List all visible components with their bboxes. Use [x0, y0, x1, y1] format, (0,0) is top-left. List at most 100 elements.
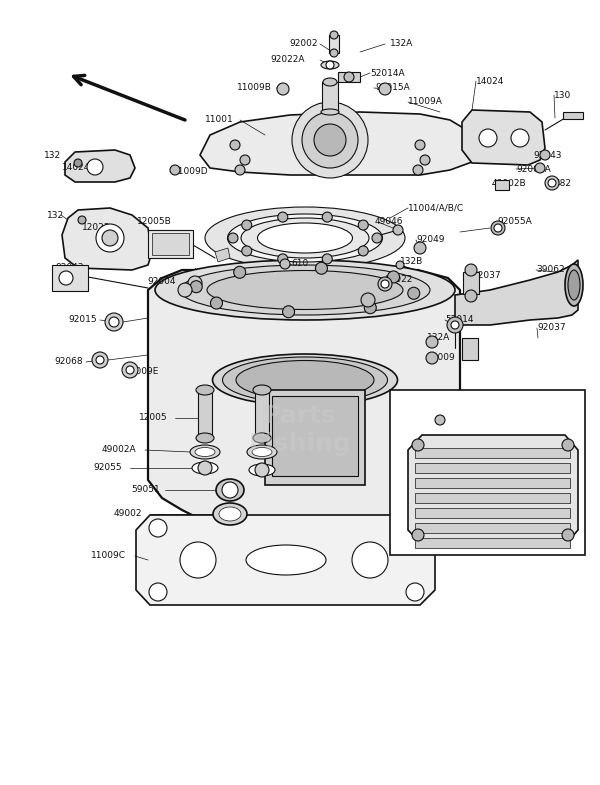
Bar	[462, 338, 478, 360]
Circle shape	[412, 529, 424, 541]
Text: 92009: 92009	[450, 421, 479, 429]
Text: 11009: 11009	[427, 353, 456, 363]
Circle shape	[188, 276, 202, 290]
Text: 132A: 132A	[427, 334, 450, 342]
Circle shape	[178, 283, 192, 297]
Circle shape	[102, 230, 118, 246]
Text: 11001: 11001	[205, 115, 234, 125]
Circle shape	[149, 583, 167, 601]
Ellipse shape	[321, 61, 339, 69]
Circle shape	[379, 83, 391, 95]
Bar	[415, 493, 570, 503]
Circle shape	[96, 224, 124, 252]
Circle shape	[548, 179, 556, 187]
Circle shape	[412, 439, 424, 451]
Text: 12023: 12023	[82, 224, 110, 232]
Text: 92143: 92143	[533, 151, 562, 159]
Circle shape	[109, 317, 119, 327]
Ellipse shape	[223, 357, 388, 403]
Circle shape	[149, 519, 167, 537]
Text: 12022: 12022	[548, 430, 577, 440]
Text: 12005B: 12005B	[137, 217, 172, 227]
Text: 92009A: 92009A	[516, 165, 551, 173]
Text: 11009B: 11009B	[237, 83, 272, 93]
Circle shape	[228, 233, 238, 243]
Text: 49002: 49002	[113, 509, 142, 519]
Circle shape	[190, 281, 202, 293]
Circle shape	[420, 155, 430, 165]
Text: 92055: 92055	[274, 463, 302, 473]
Ellipse shape	[252, 447, 272, 457]
Text: 49002A: 49002A	[101, 446, 136, 455]
Ellipse shape	[249, 464, 275, 476]
Ellipse shape	[196, 433, 214, 443]
Text: 14024A: 14024A	[62, 163, 97, 173]
Circle shape	[314, 124, 346, 156]
Text: 49046: 49046	[375, 217, 404, 227]
Ellipse shape	[213, 503, 247, 525]
Text: 92002: 92002	[290, 39, 318, 49]
Circle shape	[426, 352, 438, 364]
Circle shape	[126, 366, 134, 374]
Circle shape	[278, 212, 288, 222]
Circle shape	[393, 225, 403, 235]
Bar	[255, 390, 269, 438]
Circle shape	[280, 259, 290, 269]
Circle shape	[330, 49, 338, 57]
Text: 11005: 11005	[285, 280, 314, 290]
Text: 132: 132	[47, 210, 64, 220]
Ellipse shape	[323, 78, 337, 86]
Bar	[338, 72, 360, 82]
Bar	[415, 448, 570, 458]
Circle shape	[406, 583, 424, 601]
Circle shape	[235, 165, 245, 175]
Ellipse shape	[253, 385, 271, 395]
Bar	[148, 230, 193, 258]
Text: 92022A: 92022A	[271, 56, 305, 64]
Text: 92068: 92068	[55, 357, 83, 367]
Bar	[322, 82, 338, 112]
Bar	[152, 233, 189, 255]
Circle shape	[361, 293, 375, 307]
Bar	[415, 508, 570, 518]
Ellipse shape	[216, 479, 244, 501]
Bar	[272, 396, 358, 476]
Text: 482: 482	[555, 180, 572, 188]
Circle shape	[396, 261, 404, 269]
Bar	[415, 463, 570, 473]
Ellipse shape	[227, 214, 383, 262]
Circle shape	[413, 165, 423, 175]
Circle shape	[278, 254, 288, 264]
Circle shape	[358, 220, 368, 230]
Bar	[415, 478, 570, 488]
Text: Parts
Fishing: Parts Fishing	[248, 404, 352, 456]
Ellipse shape	[246, 545, 326, 575]
Circle shape	[408, 287, 420, 299]
Text: 610: 610	[291, 260, 308, 268]
Circle shape	[180, 542, 216, 578]
Text: 92015A: 92015A	[375, 83, 410, 93]
Text: 12005A: 12005A	[265, 414, 300, 422]
Ellipse shape	[568, 270, 580, 300]
Ellipse shape	[212, 354, 398, 406]
Circle shape	[170, 165, 180, 175]
Circle shape	[426, 336, 438, 348]
Bar	[390, 390, 585, 555]
Text: 52014A: 52014A	[370, 68, 404, 78]
Text: 39062: 39062	[536, 265, 565, 275]
Ellipse shape	[321, 109, 339, 115]
Circle shape	[465, 264, 477, 276]
Circle shape	[451, 321, 459, 329]
Circle shape	[96, 356, 104, 364]
Text: 92004: 92004	[148, 278, 176, 287]
Circle shape	[242, 220, 252, 230]
Text: 92037: 92037	[537, 323, 566, 333]
Text: 92022: 92022	[384, 276, 412, 284]
Polygon shape	[215, 248, 230, 262]
Text: 11008B: 11008B	[362, 291, 397, 301]
Bar	[563, 112, 583, 119]
Circle shape	[222, 482, 238, 498]
Ellipse shape	[190, 445, 220, 459]
Ellipse shape	[207, 271, 403, 309]
Circle shape	[211, 297, 223, 309]
